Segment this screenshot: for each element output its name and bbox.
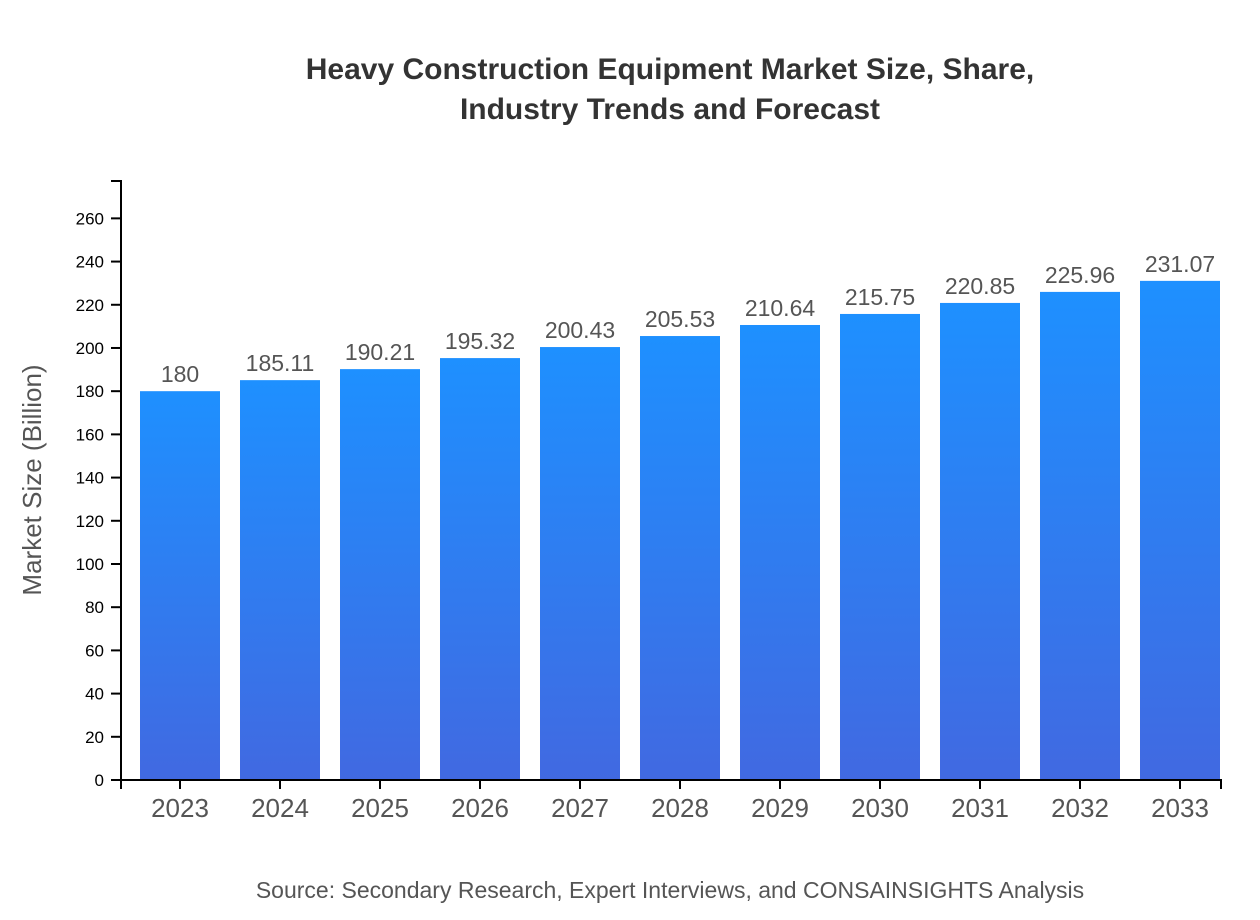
y-tick-label-260: 260 [76, 209, 104, 228]
y-tick-label-200: 200 [76, 339, 104, 358]
y-tick-label-220: 220 [76, 296, 104, 315]
x-tick-label-2023: 2023 [151, 793, 209, 823]
data-label-2029: 210.64 [745, 295, 816, 321]
data-label-2028: 205.53 [645, 306, 715, 332]
x-tick-label-2026: 2026 [451, 793, 509, 823]
y-tick-label-0: 0 [95, 771, 104, 790]
x-tick-label-2025: 2025 [351, 793, 409, 823]
y-axis: 0 20 40 60 80 100 120 140 160 180 200 220 240 260 [76, 180, 122, 790]
bar-2028 [640, 336, 720, 780]
y-tick-label-80: 80 [85, 598, 104, 617]
y-tick-label-20: 20 [85, 728, 104, 747]
y-tick-label-140: 140 [76, 469, 104, 488]
y-tick-label-100: 100 [76, 555, 104, 574]
bar-2024 [240, 380, 320, 780]
y-tick-label-180: 180 [76, 382, 104, 401]
x-tick-label-2029: 2029 [751, 793, 809, 823]
bar-2030 [840, 313, 920, 780]
data-label-2025: 190.21 [345, 339, 415, 365]
bar-2027 [540, 347, 620, 780]
y-tick-label-120: 120 [76, 512, 104, 531]
bar-2023 [140, 391, 220, 780]
y-axis-line [111, 180, 122, 781]
bar-2033 [1140, 280, 1220, 780]
data-label-2023: 180 [161, 361, 199, 387]
source-note: Source: Secondary Research, Expert Inter… [255, 877, 1085, 903]
x-tick-label-2024: 2024 [251, 793, 309, 823]
chart-title-line-2: Industry Trends and Forecast [459, 93, 881, 126]
x-tick-label-2031: 2031 [951, 793, 1009, 823]
y-tick-label-240: 240 [76, 253, 104, 272]
x-tick-label-2028: 2028 [651, 793, 709, 823]
bar-2026 [440, 358, 520, 780]
bar-2025 [340, 369, 420, 780]
y-tick-label-160: 160 [76, 425, 104, 444]
y-tick-label-40: 40 [85, 685, 104, 704]
data-label-2024: 185.11 [246, 350, 315, 376]
y-tick-label-60: 60 [85, 641, 104, 660]
data-label-2033: 231.07 [1145, 251, 1215, 277]
x-tick-label-2027: 2027 [551, 793, 609, 823]
x-tick-label-2033: 2033 [1151, 793, 1209, 823]
bar-2031 [940, 302, 1020, 780]
x-axis: 2023 2024 2025 2026 2027 2028 2029 2030 2031 2032… [120, 779, 1222, 823]
data-label-2031: 220.85 [945, 273, 1015, 299]
data-label-2027: 200.43 [545, 317, 615, 343]
chart-title: Heavy Construction Equipment Market Size… [0, 50, 1260, 130]
y-axis-label: Market Size (Billion) [17, 364, 47, 595]
x-tick-label-2030: 2030 [851, 793, 909, 823]
bar-2032 [1040, 291, 1120, 780]
data-label-2032: 225.96 [1045, 262, 1115, 288]
x-tick-label-2032: 2032 [1051, 793, 1109, 823]
x-axis-line [120, 779, 1222, 789]
data-label-2026: 195.32 [445, 328, 515, 354]
chart-title-line-1: Heavy Construction Equipment Market Size… [305, 53, 1035, 86]
bar-2029 [740, 324, 820, 780]
data-label-2030: 215.75 [845, 284, 915, 310]
